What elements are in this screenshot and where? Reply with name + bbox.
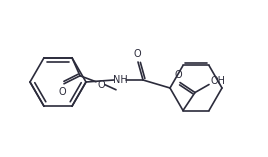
Text: O: O <box>97 80 105 90</box>
Text: NH: NH <box>113 75 127 85</box>
Text: OH: OH <box>210 76 225 86</box>
Text: O: O <box>133 49 141 59</box>
Text: O: O <box>174 70 182 79</box>
Text: O: O <box>58 87 66 97</box>
